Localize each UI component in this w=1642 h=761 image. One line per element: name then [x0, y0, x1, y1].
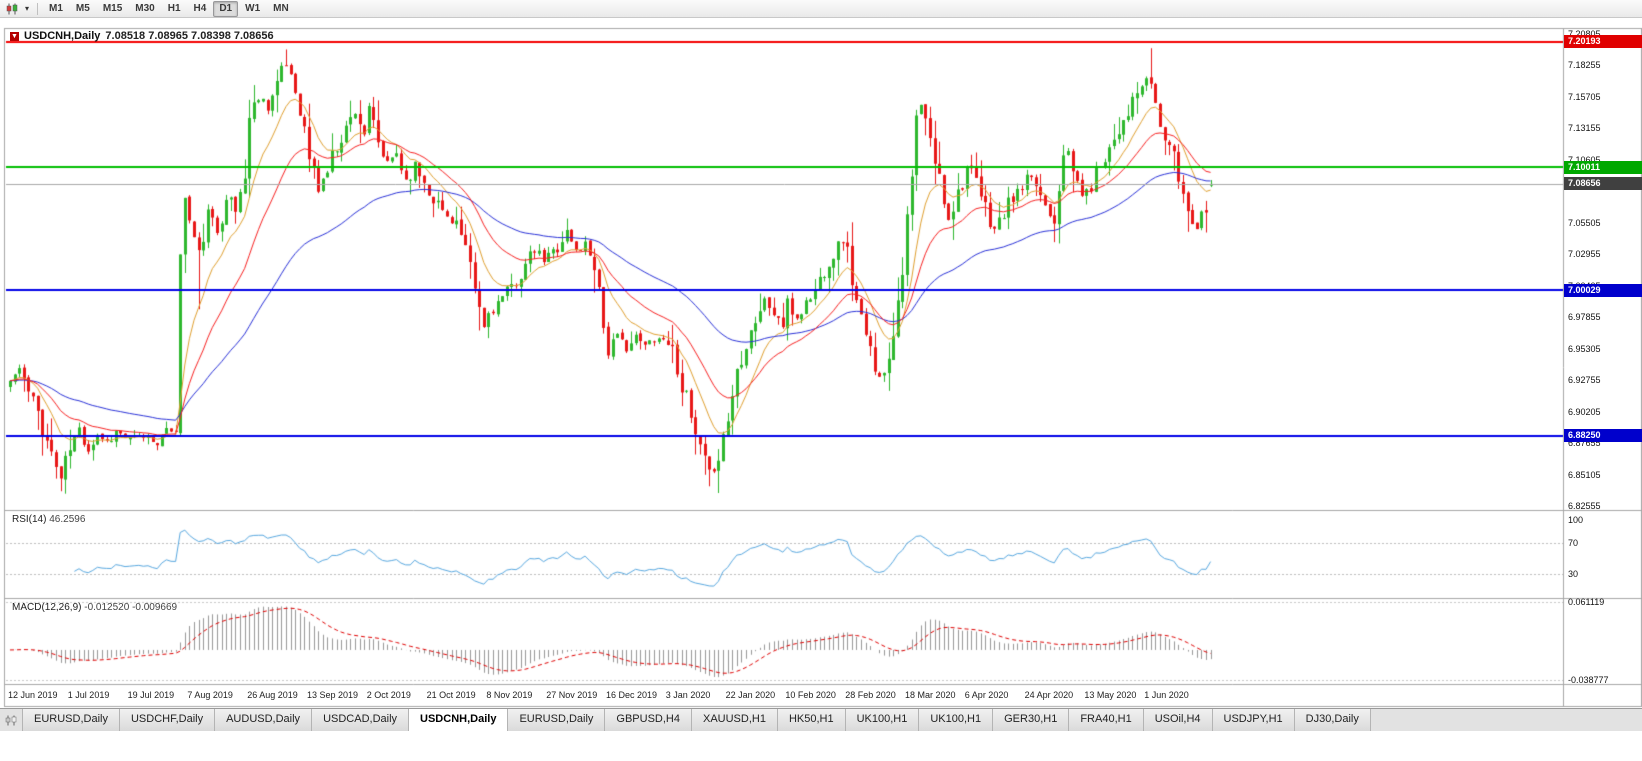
chart-tab-audusd-daily[interactable]: AUDUSD,Daily	[215, 709, 313, 731]
chart-tab-hk50-h1[interactable]: HK50,H1	[777, 709, 846, 731]
timeframe-button-group: M1 M5 M15 M30 H1 H4 D1 W1 MN	[43, 0, 295, 17]
chart-tab-eurusd-daily[interactable]: EURUSD,Daily	[508, 709, 606, 731]
chart-tab-usdjpy-h1[interactable]: USDJPY,H1	[1212, 709, 1295, 731]
timeframe-button-M1[interactable]: M1	[49, 2, 63, 14]
chart-tab-eurusd-daily[interactable]: EURUSD,Daily	[23, 709, 120, 731]
chart-tab-uk100-h1[interactable]: UK100,H1	[845, 709, 920, 731]
chart-tab-usdcad-daily[interactable]: USDCAD,Daily	[312, 709, 410, 731]
timeframe-button-M30[interactable]: M30	[135, 2, 155, 14]
chart-tab-xauusd-h1[interactable]: XAUUSD,H1	[691, 709, 778, 731]
timeframe-button-M15[interactable]: M15	[102, 2, 123, 14]
chart-tab-usoil-h4[interactable]: USOil,H4	[1143, 709, 1213, 731]
chart-tab-dj30-daily[interactable]: DJ30,Daily	[1294, 709, 1371, 731]
chart-tab-fra40-h1[interactable]: FRA40,H1	[1069, 709, 1144, 731]
chart-tab-ger30-h1[interactable]: GER30,H1	[993, 709, 1070, 731]
timeframe-button-W1[interactable]: W1	[245, 2, 261, 14]
chart-tab-uk100-h1[interactable]: UK100,H1	[919, 709, 994, 731]
chart-type-icon[interactable]	[4, 3, 21, 15]
chart-tab-usdcnh-daily[interactable]: USDCNH,Daily	[409, 709, 509, 731]
chart-tab-gbpusd-h4[interactable]: GBPUSD,H4	[605, 709, 692, 731]
timeframe-button-M5[interactable]: M5	[75, 2, 90, 14]
timeframe-button-D1[interactable]: D1	[213, 0, 239, 17]
charts-list-icon[interactable]	[0, 709, 23, 731]
chart-type-dropdown-icon[interactable]: ▾	[25, 4, 30, 13]
chart-tab-usdchf-daily[interactable]: USDCHF,Daily	[119, 709, 216, 731]
toolbar-separator	[37, 2, 39, 15]
chart-tabs: EURUSD,Daily USDCHF,Daily AUDUSD,Daily USDC…	[23, 709, 1371, 731]
chart-tab-bar: EURUSD,Daily USDCHF,Daily AUDUSD,Daily USDC…	[0, 708, 1642, 731]
timeframe-button-H1[interactable]: H1	[167, 2, 181, 14]
timeframe-toolbar: ▾ M1 M5 M15 M30 H1 H4 D1 W1 MN	[0, 0, 1642, 18]
timeframe-button-MN[interactable]: MN	[273, 2, 289, 14]
timeframe-button-H4[interactable]: H4	[193, 2, 207, 14]
